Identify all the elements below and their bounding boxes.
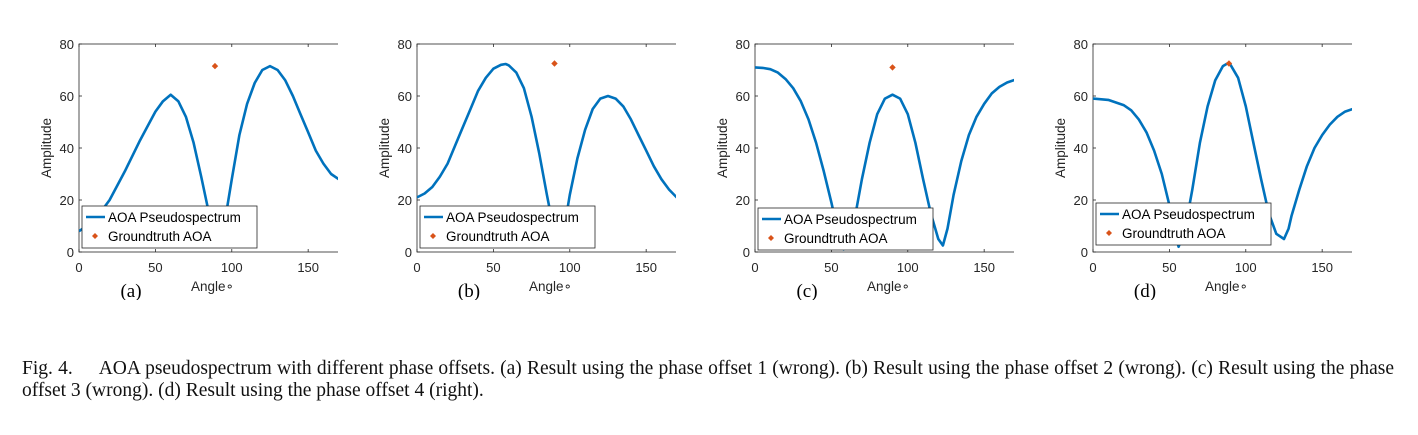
- y-tick-label: 20: [398, 193, 412, 208]
- x-tick-label: 0: [75, 260, 82, 275]
- legend: AOA Pseudospectrum Groundtruth AOA: [1095, 202, 1272, 246]
- figure-number: Fig. 4.: [22, 358, 73, 379]
- y-tick-label: 20: [60, 193, 74, 208]
- legend-entry-groundtruth: Groundtruth AOA: [446, 229, 550, 244]
- y-tick-label: 80: [398, 37, 412, 52]
- legend-marker-swatch: [1106, 230, 1112, 236]
- chart-panel-d: 0 50 100 150 0 20 40 60 80 Angle∘ Amplitude AOA Pse…: [1053, 37, 1352, 300]
- legend-entry-spectrum: AOA Pseudospectrum: [1122, 207, 1255, 222]
- legend-entry-spectrum: AOA Pseudospectrum: [784, 212, 917, 227]
- x-tick-label: 0: [751, 260, 758, 275]
- x-tick-label: 100: [897, 260, 919, 275]
- x-axis-label: Angle∘: [191, 279, 234, 294]
- y-tick-label: 0: [1081, 245, 1088, 260]
- y-tick-label: 0: [743, 245, 750, 260]
- aoa-pseudospectrum-line: [79, 64, 338, 249]
- subfigure-label: (a): [120, 281, 141, 300]
- x-axis-label: Angle∘: [529, 279, 572, 294]
- x-tick-label: 150: [297, 260, 319, 275]
- legend-marker-swatch: [430, 233, 436, 239]
- y-tick-label: 60: [736, 89, 750, 104]
- groundtruth-aoa-point: [211, 62, 219, 70]
- legend: AOA Pseudospectrum Groundtruth AOA: [81, 205, 258, 249]
- legend-marker-swatch: [92, 233, 98, 239]
- x-tick-label: 50: [486, 260, 500, 275]
- legend-entry-groundtruth: Groundtruth AOA: [108, 229, 212, 244]
- legend-box: [757, 207, 934, 251]
- chart-panel-a: 0 50 100 150 0 20 40 60 80 Angle∘ Amplitude AOA Pse…: [39, 37, 338, 300]
- figure-caption: Fig. 4. AOA pseudospectrum with different…: [22, 358, 1394, 402]
- y-tick-label: 60: [60, 89, 74, 104]
- aoa-pseudospectrum-line: [1093, 62, 1352, 249]
- y-tick-label: 40: [1074, 141, 1088, 156]
- legend-entry-groundtruth: Groundtruth AOA: [784, 231, 888, 246]
- figure-caption-text: AOA pseudospectrum with different phase …: [22, 358, 1394, 401]
- legend-entry-spectrum: AOA Pseudospectrum: [108, 210, 241, 225]
- legend: AOA Pseudospectrum Groundtruth AOA: [419, 205, 596, 249]
- legend-box: [81, 205, 258, 249]
- y-axis-label: Amplitude: [1053, 118, 1068, 178]
- x-axis-label: Angle∘: [1205, 279, 1248, 294]
- subfigure-label: (b): [458, 281, 480, 300]
- y-tick-label: 20: [736, 193, 750, 208]
- x-tick-label: 150: [973, 260, 995, 275]
- y-tick-label: 0: [67, 245, 74, 260]
- y-tick-label: 0: [405, 245, 412, 260]
- legend-box: [419, 205, 596, 249]
- legend-entry-groundtruth: Groundtruth AOA: [1122, 226, 1226, 241]
- x-tick-label: 50: [1162, 260, 1176, 275]
- x-tick-label: 150: [635, 260, 657, 275]
- groundtruth-aoa-point: [551, 60, 558, 67]
- y-tick-label: 40: [398, 141, 412, 156]
- chart-panel-b: 0 50 100 150 0 20 40 60 80 Angle∘ Amplitude AOA Pse…: [377, 37, 676, 300]
- y-tick-label: 60: [1074, 89, 1088, 104]
- x-tick-label: 50: [148, 260, 162, 275]
- y-axis-label: Amplitude: [715, 118, 730, 178]
- x-tick-label: 100: [221, 260, 243, 275]
- y-tick-label: 20: [1074, 193, 1088, 208]
- aoa-pseudospectrum-line: [755, 66, 1014, 251]
- y-tick-label: 80: [736, 37, 750, 52]
- subfigure-label: (d): [1134, 281, 1156, 300]
- x-tick-label: 150: [1311, 260, 1333, 275]
- x-tick-label: 0: [413, 260, 420, 275]
- x-tick-label: 100: [1235, 260, 1257, 275]
- legend-box: [1095, 202, 1272, 246]
- y-tick-label: 80: [1074, 37, 1088, 52]
- y-tick-label: 60: [398, 89, 412, 104]
- subfigure-label: (c): [796, 281, 817, 300]
- y-tick-label: 80: [60, 37, 74, 52]
- x-tick-label: 100: [559, 260, 581, 275]
- x-tick-label: 50: [824, 260, 838, 275]
- y-tick-label: 40: [736, 141, 750, 156]
- y-axis-label: Amplitude: [39, 118, 54, 178]
- groundtruth-aoa-point: [889, 64, 896, 71]
- x-axis-label: Angle∘: [867, 279, 910, 294]
- legend-marker-swatch: [768, 235, 774, 241]
- x-tick-label: 0: [1089, 260, 1096, 275]
- figure-panels: 0 50 100 150 0 20 40 60 80 Angle∘ Amplitude AOA Pse…: [39, 37, 1352, 300]
- y-tick-label: 40: [60, 141, 74, 156]
- chart-panel-c: 0 50 100 150 0 20 40 60 80 Angle∘ Amplitude AOA Pse…: [715, 37, 1014, 300]
- legend-entry-spectrum: AOA Pseudospectrum: [446, 210, 579, 225]
- legend: AOA Pseudospectrum Groundtruth AOA: [757, 207, 934, 251]
- y-axis-label: Amplitude: [377, 118, 392, 178]
